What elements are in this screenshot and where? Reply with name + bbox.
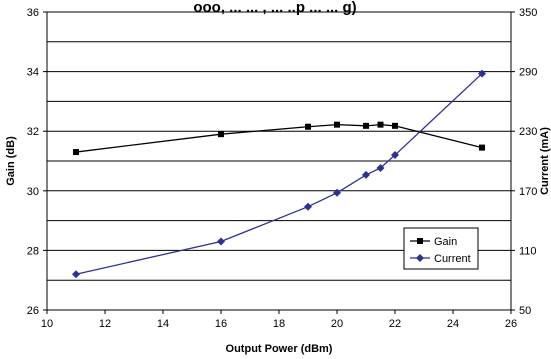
legend-box [403,227,479,270]
y2-tick-label: 350 [519,7,537,19]
gain-line [75,123,483,153]
x-tick-label: 12 [99,318,111,330]
series-layer [72,69,486,279]
x-tick-label: 24 [447,318,459,330]
gain-point [73,149,79,156]
x-tick-label: 10 [41,318,53,330]
series-current [72,69,486,279]
current-point [333,188,341,197]
current-point [217,237,225,246]
gain-point [334,121,340,128]
y-tick-label: 28 [27,245,39,257]
gain-point [305,123,311,130]
current-line [75,73,483,275]
legend-item-gain: Gain [410,236,457,248]
y-tick-label: 34 [27,67,39,79]
chart-title: ooo, ... ... , ... ..p ... ... g) [193,0,356,16]
y2-tick-label: 230 [519,126,537,138]
y2-tick-label: 290 [519,67,537,79]
x-axis-title: Output Power (dBm) [226,343,333,355]
legend-label: Current [434,253,471,265]
current-point [376,163,385,172]
legend-swatch-marker [416,254,424,262]
legend-label: Gain [434,236,457,248]
gain-point [479,144,485,151]
legend: Gain Current [403,227,479,270]
x-tick-label: 18 [273,318,285,330]
x-tick-label: 26 [505,318,517,330]
y2-axis-title: Current (mA) [539,127,551,195]
current-point [478,69,486,78]
gain-point [218,131,224,138]
current-point [391,151,399,160]
gridlines [47,41,511,281]
current-point [362,170,370,179]
y2-tick-label: 110 [519,245,537,257]
y-axis-ticks: 26 28 30 32 34 36 [27,7,47,317]
y-tick-label: 36 [27,7,39,19]
x-tick-label: 20 [331,318,343,330]
x-tick-label: 22 [389,318,401,330]
gain-point [377,121,384,128]
y-tick-label: 32 [27,126,39,138]
gain-point [363,122,369,129]
x-tick-label: 14 [157,318,169,330]
legend-swatch-marker [417,238,423,244]
y-tick-label: 26 [27,305,39,317]
x-tick-label: 16 [215,318,227,330]
y-tick-label: 30 [27,186,39,198]
x-axis-ticks: 10 12 14 16 18 20 22 24 26 [41,310,517,330]
y2-axis-ticks: 50 110 170 230 290 350 [511,7,537,317]
current-point [72,270,80,279]
y2-tick-label: 50 [519,305,531,317]
gain-point [392,122,398,129]
y-axis-title: Gain (dB) [5,136,17,186]
current-point [304,202,312,211]
series-gain [73,121,485,156]
y2-tick-label: 170 [519,186,537,198]
legend-item-current: Current [410,253,471,265]
